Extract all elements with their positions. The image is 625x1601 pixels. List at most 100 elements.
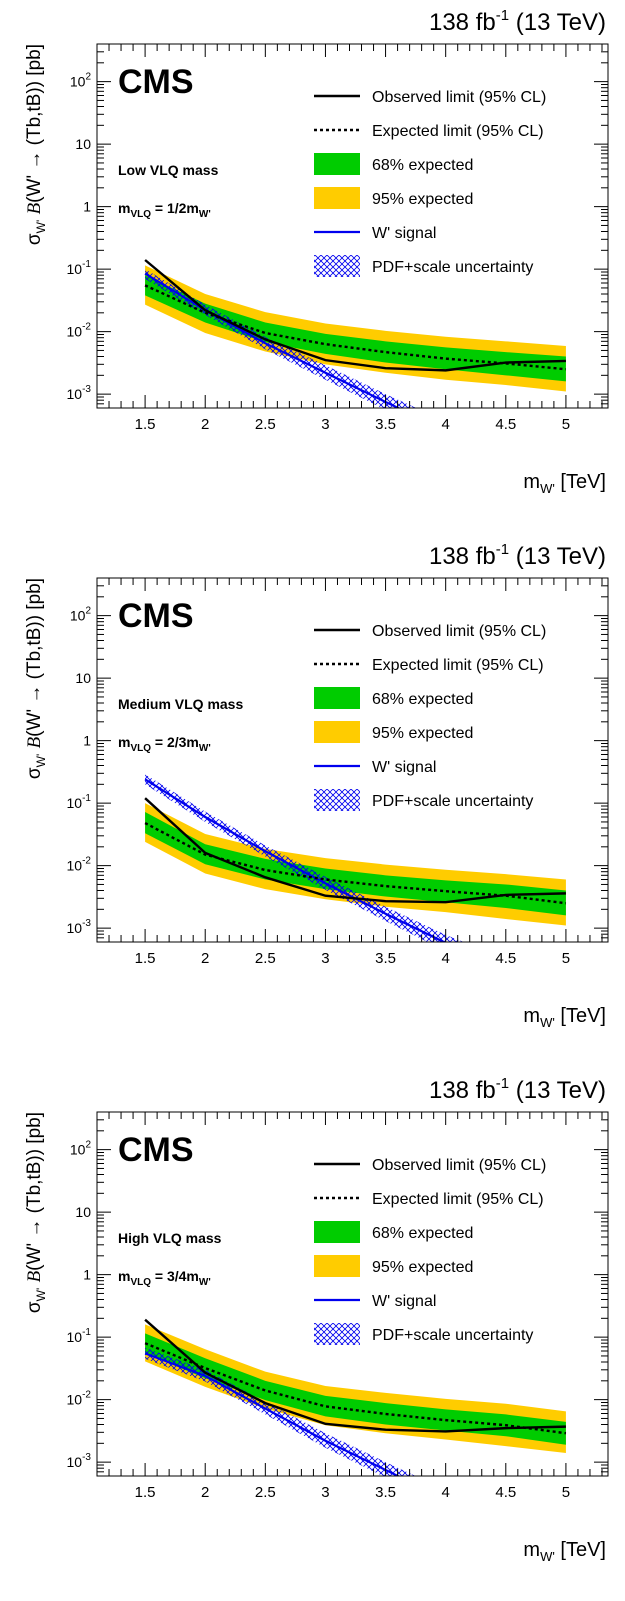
y-tick-base: 10 — [67, 386, 83, 402]
x-tick-label: 2.5 — [255, 950, 276, 967]
legend: Observed limit (95% CL) Expected limit (9… — [314, 89, 546, 277]
legend: Observed limit (95% CL) Expected limit (9… — [314, 1157, 546, 1345]
y-tick-label: 1 — [83, 733, 91, 749]
legend-68-swatch — [314, 687, 360, 709]
x-axis-unit: [TeV] — [555, 1005, 606, 1027]
y-axis-sigma-subscript: W' — [34, 220, 48, 234]
y-axis-sigma-subscript: W' — [34, 1288, 48, 1302]
signal-line — [144, 778, 447, 942]
y-tick-exponent: 2 — [85, 606, 91, 617]
y-axis-title: σW' B(W' → (Tb,tB)) [pb] — [24, 578, 48, 779]
plot-area — [144, 1318, 567, 1476]
y-tick-base: 10 — [67, 1329, 83, 1345]
y-tick-exponent: -3 — [82, 1452, 91, 1463]
legend-uncertainty-swatch — [314, 255, 360, 277]
legend-label: W' signal — [372, 225, 436, 242]
y-tick-label: 1 — [83, 1267, 91, 1283]
legend-label: 95% expected — [372, 191, 473, 208]
band-68-expected — [145, 1333, 566, 1445]
lumi-label: 138 fb-1 (13 TeV) — [429, 1075, 606, 1104]
legend-label: W' signal — [372, 1293, 436, 1310]
x-axis-subscript: W' — [540, 1549, 555, 1564]
legend-label: Expected limit (95% CL) — [372, 657, 544, 674]
mass-subscript: VLQ — [130, 1277, 151, 1288]
y-tick-base: 10 — [70, 1142, 86, 1158]
y-tick-base: 10 — [70, 74, 86, 90]
y-tick-base: 10 — [67, 1454, 83, 1470]
energy-label: (13 TeV) — [509, 9, 606, 36]
plot-area — [144, 774, 567, 942]
scenario-label: Medium VLQ mass — [118, 696, 243, 712]
y-tick-base: 1 — [83, 199, 91, 215]
legend-label: Expected limit (95% CL) — [372, 1191, 544, 1208]
expected-line — [144, 1342, 567, 1435]
y-tick-base: 10 — [67, 858, 83, 874]
lumi-label: 138 fb-1 (13 TeV) — [429, 541, 606, 570]
signal-line — [144, 1352, 401, 1476]
mass-subscript: VLQ — [130, 209, 151, 220]
x-tick-label: 2 — [201, 950, 209, 967]
y-tick-exponent: -2 — [82, 322, 91, 333]
y-tick-base: 10 — [67, 795, 83, 811]
x-tick-label: 3 — [321, 1484, 329, 1501]
lumi-exponent: -1 — [496, 7, 509, 24]
x-tick-label: 3 — [321, 950, 329, 967]
y-tick-label: 10-2 — [67, 856, 92, 874]
legend-label: 95% expected — [372, 1259, 473, 1276]
legend-label: W' signal — [372, 759, 436, 776]
x-tick-label: 4.5 — [495, 1484, 516, 1501]
mass-relation: mVLQ = 2/3mW' — [118, 734, 211, 754]
y-axis-branching: B — [24, 736, 45, 748]
x-axis-subscript: W' — [540, 1015, 555, 1030]
x-tick-label: 2.5 — [255, 416, 276, 433]
lumi-label: 138 fb-1 (13 TeV) — [429, 7, 606, 36]
x-tick-label: 3.5 — [375, 950, 396, 967]
x-axis-symbol: m — [523, 1005, 540, 1027]
y-tick-base: 10 — [67, 324, 83, 340]
y-tick-base: 10 — [67, 1392, 83, 1408]
mass-subscript-2: W' — [199, 209, 211, 220]
y-axis-sigma: σ — [24, 1301, 45, 1313]
scenario-label: Low VLQ mass — [118, 162, 219, 178]
y-axis-title: σW' B(W' → (Tb,tB)) [pb] — [24, 1112, 48, 1313]
band-68-expected — [145, 812, 566, 916]
y-tick-label: 10 — [75, 1204, 91, 1220]
cms-label: CMS — [118, 63, 194, 101]
y-tick-exponent: -1 — [82, 793, 91, 804]
plot-frame — [96, 43, 609, 409]
y-tick-label: 10 — [75, 670, 91, 686]
y-axis-sigma: σ — [24, 767, 45, 779]
y-axis-sigma-subscript: W' — [34, 754, 48, 768]
y-tick-base: 1 — [83, 733, 91, 749]
legend-95-swatch — [314, 721, 360, 743]
x-tick-label: 4 — [442, 950, 450, 967]
x-tick-label: 4 — [442, 1484, 450, 1501]
y-axis-branching: B — [24, 1270, 45, 1282]
x-tick-label: 3.5 — [375, 416, 396, 433]
expected-line — [144, 284, 567, 371]
legend-label: Observed limit (95% CL) — [372, 89, 546, 106]
energy-label: (13 TeV) — [509, 1077, 606, 1104]
y-tick-base: 10 — [75, 1204, 91, 1220]
y-axis-title: σW' B(W' → (Tb,tB)) [pb] — [24, 44, 48, 245]
x-axis-title: mW' [TeV] — [523, 1005, 606, 1030]
x-tick-label: 3.5 — [375, 1484, 396, 1501]
y-tick-base: 1 — [83, 1267, 91, 1283]
x-axis-unit: [TeV] — [555, 471, 606, 493]
y-axis-sigma: σ — [24, 233, 45, 245]
legend-label: 95% expected — [372, 725, 473, 742]
y-tick-label: 10-1 — [67, 259, 92, 277]
observed-line — [144, 259, 566, 372]
x-tick-label: 1.5 — [135, 1484, 156, 1501]
mass-symbol: m — [118, 1268, 130, 1284]
mass-ratio: = 2/3m — [151, 734, 199, 750]
plot-frame — [96, 577, 609, 943]
y-axis-decay: (W' → (Tb,tB)) [pb] — [24, 578, 45, 737]
y-tick-exponent: -2 — [82, 856, 91, 867]
y-axis-decay: (W' → (Tb,tB)) [pb] — [24, 1112, 45, 1271]
plot-area — [144, 259, 567, 408]
lumi-exponent: -1 — [496, 541, 509, 558]
lumi-exponent: -1 — [496, 1075, 509, 1092]
